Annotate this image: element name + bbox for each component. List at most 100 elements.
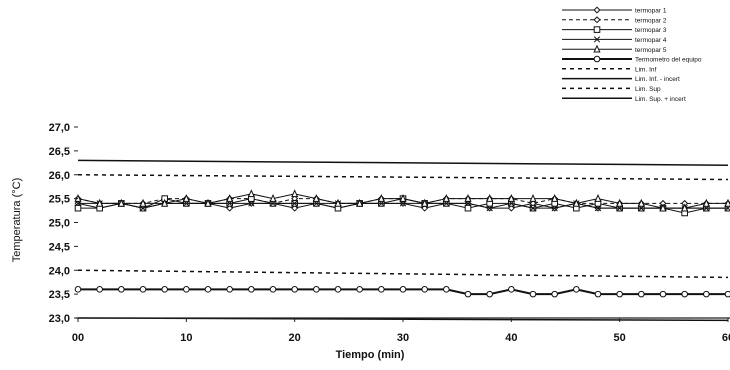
data-point: [572, 198, 580, 207]
legend-item: termopar 4: [562, 36, 667, 44]
x-tick-label: 10: [180, 332, 192, 344]
y-tick-label: 24,5: [49, 241, 70, 253]
data-point: [703, 290, 710, 298]
data-point: [269, 194, 277, 202]
data-point: [486, 205, 493, 212]
legend-item: Lim. Sup: [562, 86, 661, 93]
data-point: [378, 286, 385, 293]
data-point: [638, 290, 645, 298]
data-point: [486, 194, 494, 202]
y-tick-label: 26,0: [49, 170, 70, 182]
data-point: [594, 290, 602, 298]
legend-item: termopar 2: [562, 16, 667, 24]
data-point: [248, 200, 255, 207]
legend-label: termopar 2: [635, 17, 667, 24]
data-point: [421, 286, 428, 293]
data-point: [96, 286, 103, 293]
x-tick-label: 30: [397, 332, 409, 344]
data-point: [573, 286, 580, 293]
data-point: [421, 204, 429, 212]
x-tick-label: 20: [289, 332, 301, 344]
data-point: [594, 194, 602, 202]
y-axis-ticks: 23,0 23,5 24,0 24,5 25,0 25,5 26,0 26,5 27,0: [49, 122, 78, 325]
legend-label: termopar 4: [635, 37, 667, 44]
data-point: [313, 286, 320, 293]
data-point: [529, 194, 537, 202]
data-point: [247, 189, 255, 198]
legend-marker: [593, 6, 601, 14]
data-point: [183, 286, 190, 293]
data-point: [724, 198, 730, 207]
data-point: [659, 290, 667, 298]
series-termometro-del-equipo: [74, 286, 730, 298]
legend-label: termopar 1: [635, 8, 667, 15]
data-point: [616, 290, 623, 298]
data-point: [421, 198, 429, 207]
data-point: [529, 205, 537, 212]
legend-label: Lim. Sup: [635, 86, 661, 93]
y-tick-label: 23,0: [49, 313, 70, 325]
legend-label: Termometro del equipo: [635, 57, 702, 64]
legend-label: Lim. Inf: [635, 66, 657, 73]
y-tick-label: 27,0: [49, 122, 70, 134]
data-point: [312, 194, 320, 202]
data-point: [139, 198, 147, 207]
y-tick-label: 25,0: [49, 218, 70, 230]
data-point: [96, 198, 104, 207]
data-point: [356, 198, 364, 207]
data-point: [443, 286, 450, 293]
x-tick-label: 00: [72, 332, 84, 344]
data-point: [356, 286, 363, 293]
legend-marker: [593, 16, 601, 24]
data-point: [291, 200, 298, 207]
limit-line-lim-sup-incert: [77, 159, 729, 166]
legend-label: termopar 3: [635, 27, 667, 34]
data-point: [269, 286, 277, 293]
legend-label: termopar 5: [635, 47, 667, 54]
data-point: [118, 286, 125, 293]
legend-item: Termometro del equipo: [562, 55, 702, 64]
x-tick-label: 50: [614, 332, 626, 344]
legend-item: Lim. Inf. - incert: [562, 76, 680, 83]
data-point: [551, 205, 558, 212]
data-point: [161, 286, 168, 293]
data-point: [442, 194, 450, 202]
data-point: [117, 198, 125, 207]
data-point: [529, 290, 537, 298]
data-point: [204, 286, 212, 293]
data-point: [659, 203, 667, 212]
data-point: [681, 290, 688, 298]
x-axis-label: Tiempo (min): [336, 349, 405, 361]
legend-marker: [593, 55, 601, 63]
y-tick-label: 24,0: [49, 265, 70, 277]
data-point: [399, 286, 407, 293]
data-point: [204, 198, 212, 207]
data-point: [507, 204, 515, 212]
data-point: [464, 194, 472, 202]
y-tick-label: 26,5: [49, 146, 70, 158]
legend-label: Lim. Sup. + incert: [635, 96, 686, 103]
data-point: [637, 198, 645, 207]
legend-marker: [593, 44, 601, 53]
data-point: [226, 194, 234, 202]
data-point: [399, 194, 407, 202]
limit-lines: [77, 159, 729, 322]
x-tick-label: 60: [722, 332, 730, 344]
data-point: [551, 290, 558, 298]
data-point: [334, 198, 342, 207]
data-point: [464, 290, 472, 298]
series-termopar-5: [74, 189, 730, 212]
data-point: [291, 204, 299, 212]
legend-marker: [593, 36, 601, 43]
data-point: [291, 286, 298, 293]
data-point: [724, 290, 730, 298]
data-point: [377, 194, 385, 202]
data-point: [182, 194, 190, 202]
legend-marker: [593, 26, 601, 33]
data-point: [681, 203, 689, 212]
y-tick-label: 25,5: [49, 194, 70, 206]
data-point: [248, 286, 255, 293]
legend: termopar 1 termopar 2 termopar 3 termopar 4…: [562, 6, 702, 103]
data-point: [507, 194, 515, 202]
